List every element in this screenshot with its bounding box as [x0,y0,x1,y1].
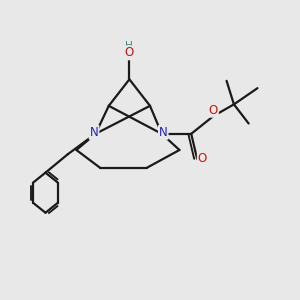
Text: O: O [125,46,134,59]
Text: H: H [125,41,133,51]
Text: O: O [198,152,207,165]
Text: O: O [209,104,218,117]
Text: N: N [90,126,98,139]
Text: N: N [159,126,168,139]
